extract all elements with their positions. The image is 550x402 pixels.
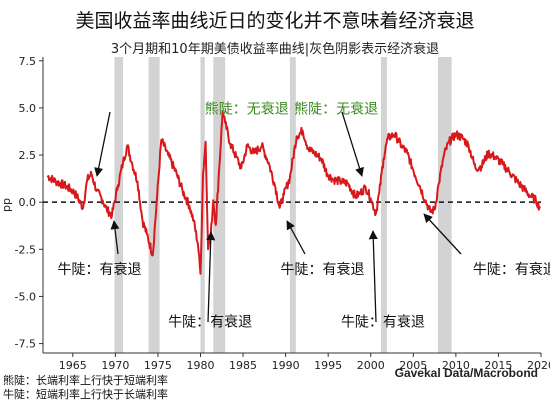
y-tick-label: -2.5 xyxy=(15,243,36,256)
y-axis-label: pp xyxy=(0,198,13,212)
x-tick-label: 2020 xyxy=(527,359,550,372)
x-tick-label: 2005 xyxy=(399,359,427,372)
x-tick-label: 1990 xyxy=(272,359,300,372)
x-tick-label: 1970 xyxy=(101,359,129,372)
y-tick-label: 0.0 xyxy=(19,196,37,209)
annotation-bear-steepening: 熊陡：无衰退 xyxy=(294,101,378,118)
annotation-arrow xyxy=(206,231,216,323)
x-tick-label: 1985 xyxy=(229,359,257,372)
y-tick-label: -5.0 xyxy=(15,290,36,303)
recession-band xyxy=(148,57,160,353)
recession-band xyxy=(114,57,124,353)
x-tick-label: 1980 xyxy=(186,359,214,372)
annotation-arrow xyxy=(368,230,378,323)
x-tick-label: 1975 xyxy=(144,359,172,372)
x-tick-label: 1965 xyxy=(59,359,87,372)
chart-subtitle: 3个月期和10年期美债收益率曲线|灰色阴影表示经济衰退 xyxy=(110,42,440,57)
annotation-bull-steepening: 牛陡：有衰退 xyxy=(168,314,252,331)
x-tick-label: 1995 xyxy=(314,359,342,372)
y-tick-label: 5.0 xyxy=(19,102,37,115)
y-tick-label: 2.5 xyxy=(19,149,37,162)
source-credit: Gavekal Data/Macrobond xyxy=(394,366,538,380)
annotation-arrow xyxy=(423,213,462,255)
annotation-arrow xyxy=(94,111,111,177)
recession-band xyxy=(213,57,226,353)
annotation-bear-steepening: 熊陡：无衰退 xyxy=(205,101,289,118)
annotation-bull-steepening: 牛陡：有衰退 xyxy=(281,261,365,278)
annotation-bull-steepening: 牛陡：有衰退 xyxy=(341,314,425,331)
annotation-bull-steepening: 牛陡：有衰退 xyxy=(57,261,141,278)
annotation-bull-steepening: 牛陡：有衰退 xyxy=(473,261,550,278)
note-bull-steepening: 牛陡：短端利率上行快于长端利率 xyxy=(3,388,168,401)
yield-spread-line xyxy=(46,110,541,275)
note-bear-steepening: 熊陡：长端利率上行快于短端利率 xyxy=(3,374,168,387)
x-tick-label: 2010 xyxy=(442,359,470,372)
y-tick-label: -7.5 xyxy=(15,338,36,351)
x-tick-label: 2000 xyxy=(357,359,385,372)
x-tick-label: 2015 xyxy=(484,359,512,372)
recession-band xyxy=(380,57,387,353)
recession-band xyxy=(289,57,296,353)
y-tick-label: 7.5 xyxy=(19,55,37,68)
annotation-arrow xyxy=(286,220,306,255)
recession-band xyxy=(437,57,452,353)
annotation-arrow xyxy=(110,220,120,255)
annotation-arrow xyxy=(341,111,364,177)
chart-title: 美国收益率曲线近日的变化并不意味着经济衰退 xyxy=(75,10,475,32)
